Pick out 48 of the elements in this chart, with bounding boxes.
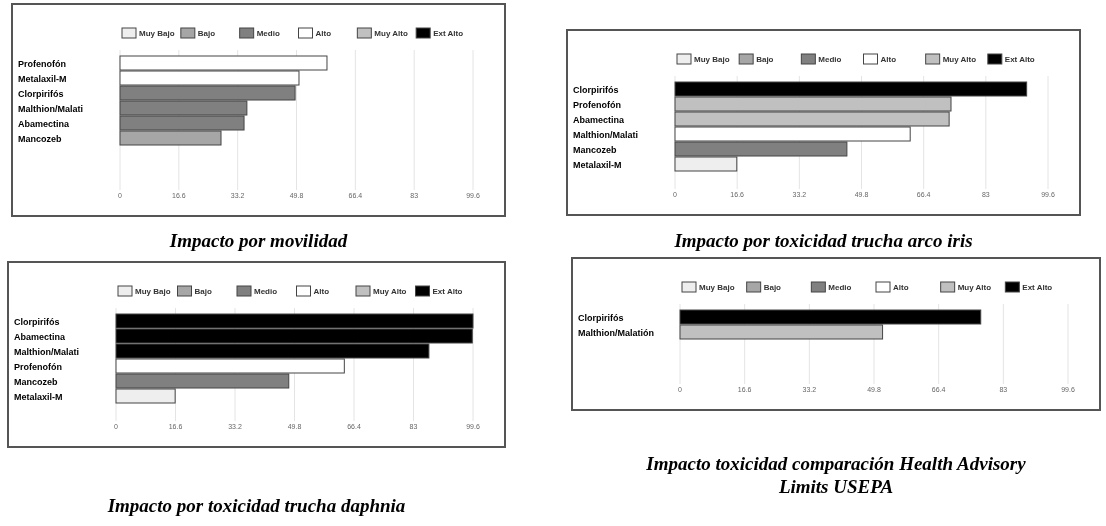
y-tick-label: Abamectina	[18, 118, 71, 129]
y-tick-label: Mancozeb	[14, 376, 59, 387]
legend-label: Ext Alto	[433, 29, 464, 38]
y-tick-label: Malthion/Malati	[18, 103, 83, 114]
legend-label: Alto	[893, 283, 909, 292]
legend-label: Alto	[315, 29, 332, 38]
text: Impacto toxicidad comparación Health Advisory Limits USEPA	[645, 453, 1027, 497]
legend-label: Muy Bajo	[699, 283, 735, 292]
legend-label: Muy Bajo	[139, 29, 175, 38]
y-tick-label: Metalaxil-M	[14, 391, 63, 402]
legend-label: Bajo	[197, 29, 216, 38]
y-tick-label: Profenofón	[573, 99, 621, 110]
text: Impacto por toxicidad trucha daphnia	[106, 495, 406, 516]
y-tick-label: Malthion/Malati	[14, 346, 79, 357]
y-tick-label: Clorpirifós	[18, 88, 64, 99]
y-tick-label: Abamectina	[573, 114, 626, 125]
y-tick-label: Clorpirifós	[578, 312, 624, 323]
y-tick-label: Profenofón	[18, 58, 66, 69]
y-tick-label: Clorpirifós	[14, 316, 60, 327]
text: Impacto por toxicidad trucha arco iris	[673, 230, 973, 251]
legend-label: Bajo	[194, 287, 212, 296]
legend-label: Bajo	[756, 55, 774, 64]
legend-label: Ext Alto	[432, 287, 463, 296]
y-tick-label: Mancozeb	[18, 133, 63, 144]
legend-label: Bajo	[763, 283, 782, 292]
y-tick-label: Metalaxil-M	[573, 159, 622, 170]
legend-label: Muy Bajo	[694, 55, 730, 64]
legend-label: Muy Alto	[957, 283, 992, 292]
legend-label: Ext Alto	[1022, 283, 1053, 292]
legend-label: Alto	[880, 55, 897, 64]
y-tick-label: Malthion/Malatión	[578, 327, 654, 338]
y-tick-label: Malthion/Malati	[573, 129, 638, 140]
legend-label: Muy Alto	[374, 29, 408, 38]
legend-label: Medio	[256, 29, 280, 38]
y-tick-label: Profenofón	[14, 361, 62, 372]
text: Impacto por movilidad	[168, 230, 348, 251]
legend-label: Alto	[313, 287, 330, 296]
legend-label: Muy Alto	[373, 287, 407, 296]
y-tick-label: Mancozeb	[573, 144, 618, 155]
legend-label: Medio	[254, 287, 278, 296]
y-tick-label: Clorpirifós	[573, 84, 619, 95]
legend-label: Muy Alto	[942, 55, 977, 64]
legend-label: Medio	[828, 283, 852, 292]
legend-label: Muy Bajo	[135, 287, 171, 296]
legend-label: Ext Alto	[1004, 55, 1035, 64]
y-tick-label: Abamectina	[14, 331, 67, 342]
y-tick-label: Metalaxil-M	[18, 73, 67, 84]
legend-label: Medio	[818, 55, 842, 64]
